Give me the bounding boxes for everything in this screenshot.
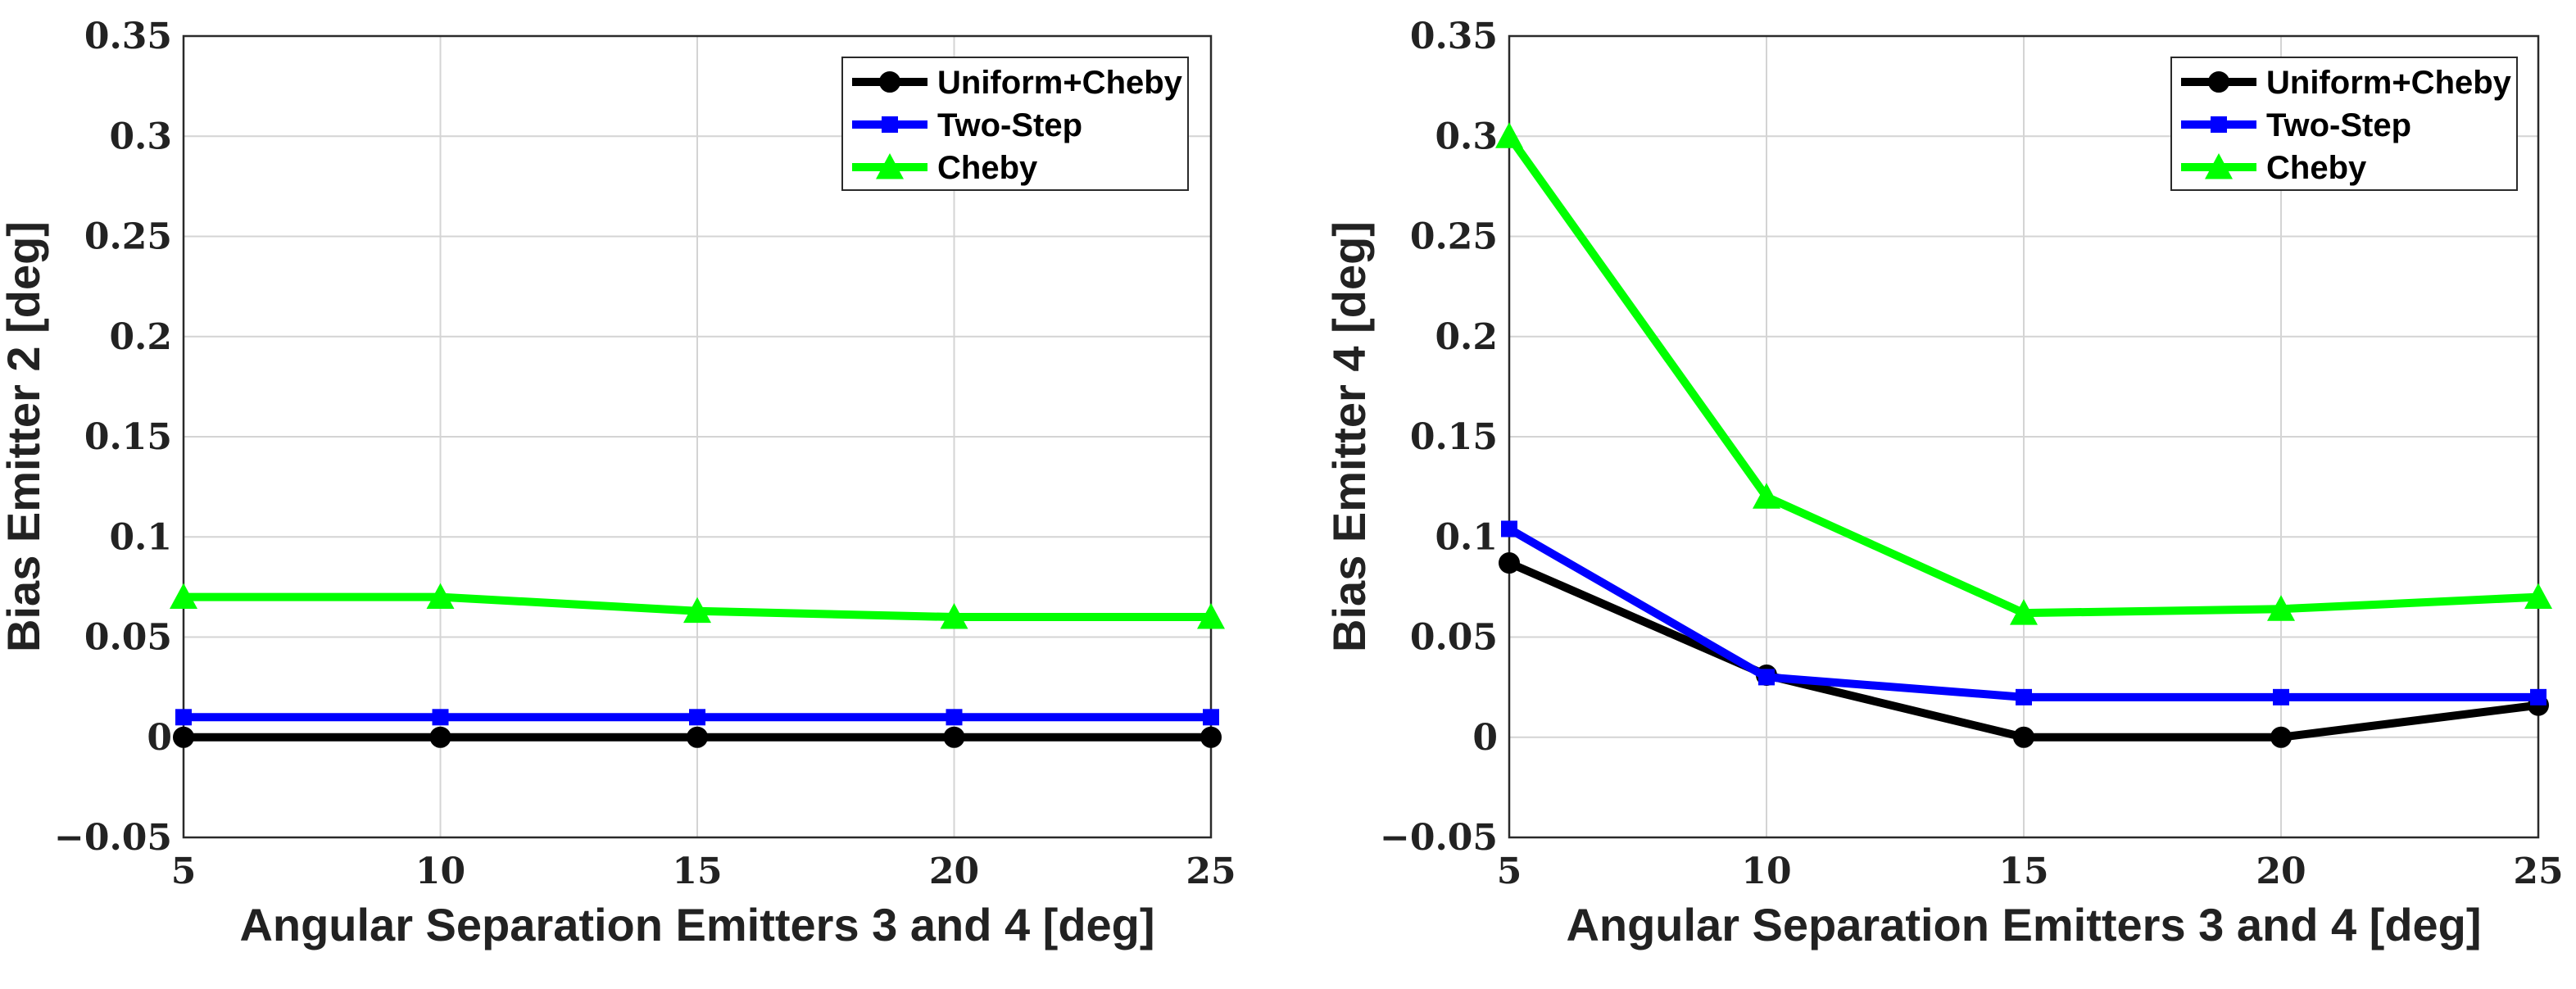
x-axis-label: Angular Separation Emitters 3 and 4 [deg… (239, 899, 1154, 950)
data-point-square (432, 709, 449, 726)
data-point-square (1203, 709, 1219, 726)
data-point-square (2016, 688, 2032, 705)
x-tick-label: 5 (1497, 851, 1522, 892)
data-point-triangle (1495, 122, 1523, 148)
data-point-circle (687, 726, 708, 748)
data-point-circle (2270, 726, 2292, 748)
x-axis-label: Angular Separation Emitters 3 and 4 [deg… (1566, 899, 2481, 950)
y-tick-label: 0.2 (1435, 316, 1498, 358)
legend-marker-square (882, 116, 898, 133)
y-tick-label: 0.05 (84, 617, 172, 659)
legend-marker-circle (2208, 71, 2229, 93)
legend-label: Uniform+Cheby (2266, 65, 2512, 101)
y-axis-label: Bias Emitter 4 [deg] (1323, 221, 1375, 652)
legend-label: Two-Step (937, 107, 1082, 143)
data-point-triangle (1753, 483, 1780, 509)
y-tick-label: 0.3 (109, 116, 172, 157)
y-tick-label: 0.1 (1435, 516, 1498, 558)
y-tick-label: −0.05 (1380, 817, 1498, 859)
data-point-triangle (170, 583, 197, 610)
chart-panel-2: −0.05 0 0.05 0.1 0.15 0.2 0.25 0.3 0.35 5 10 15 20 25… (1323, 16, 2564, 950)
y-tick-label: 0.35 (1410, 16, 1498, 57)
data-point-circle (1200, 726, 1222, 748)
legend-marker-triangle (2205, 153, 2233, 179)
data-point-square (2273, 688, 2289, 705)
x-tick-label: 25 (1186, 851, 1236, 892)
plot-frame (182, 34, 1213, 839)
data-point-triangle (1197, 603, 1225, 629)
y-tick-label: 0.25 (1410, 216, 1498, 258)
legend: Uniform+Cheby Two-Step Cheby (841, 57, 1189, 191)
y-tick-label: 0.1 (109, 516, 172, 558)
legend-label: Uniform+Cheby (937, 65, 1183, 101)
x-tick-label: 20 (929, 851, 979, 892)
y-tick-label: 0 (1472, 717, 1498, 759)
x-tick-label: 15 (672, 851, 722, 892)
data-point-square (175, 709, 192, 726)
data-point-triangle (2524, 583, 2552, 610)
data-point-triangle (683, 597, 711, 624)
y-tick-label: 0.2 (109, 316, 172, 358)
legend-marker-square (2211, 116, 2227, 133)
y-tick-label: 0.15 (1410, 416, 1498, 458)
x-tick-label: 5 (171, 851, 197, 892)
legend-label: Cheby (937, 150, 1038, 186)
data-point-square (689, 709, 705, 726)
data-point-triangle (2267, 595, 2295, 621)
data-point-circle (1499, 552, 1520, 574)
x-tick-label: 10 (415, 851, 465, 892)
data-point-triangle (426, 583, 455, 610)
x-tick-label: 10 (1741, 851, 1791, 892)
x-tick-label: 25 (2513, 851, 2563, 892)
y-tick-label: 0.35 (84, 16, 172, 57)
data-point-triangle (940, 603, 968, 629)
legend-label: Cheby (2266, 150, 2367, 186)
chart-panel-1: −0.05 0 0.05 0.1 0.15 0.2 0.25 0.3 0.35 5 10 15 20 25… (0, 16, 1236, 950)
y-axis-label: Bias Emitter 2 [deg] (0, 221, 49, 652)
data-point-circle (429, 726, 451, 748)
y-tick-label: 0 (147, 717, 172, 759)
y-tick-label: 0.05 (1410, 617, 1498, 659)
legend-marker-triangle (876, 153, 904, 179)
x-tick-label: 15 (1998, 851, 2048, 892)
data-point-square (946, 709, 963, 726)
y-tick-label: 0.3 (1435, 116, 1498, 157)
legend: Uniform+Cheby Two-Step Cheby (2170, 57, 2518, 191)
y-tick-label: −0.05 (54, 817, 172, 859)
y-tick-label: 0.25 (84, 216, 172, 258)
legend-marker-circle (879, 71, 900, 93)
data-point-circle (2013, 726, 2034, 748)
data-point-circle (943, 726, 965, 748)
legend-label: Two-Step (2266, 107, 2411, 143)
data-point-square (2530, 688, 2547, 705)
data-point-triangle (2010, 599, 2038, 625)
x-tick-label: 20 (2256, 851, 2306, 892)
data-point-square (1501, 520, 1517, 538)
data-point-square (1758, 669, 1775, 686)
plot-frame (1508, 34, 2540, 839)
data-point-circle (173, 726, 194, 748)
y-tick-label: 0.15 (84, 416, 172, 458)
